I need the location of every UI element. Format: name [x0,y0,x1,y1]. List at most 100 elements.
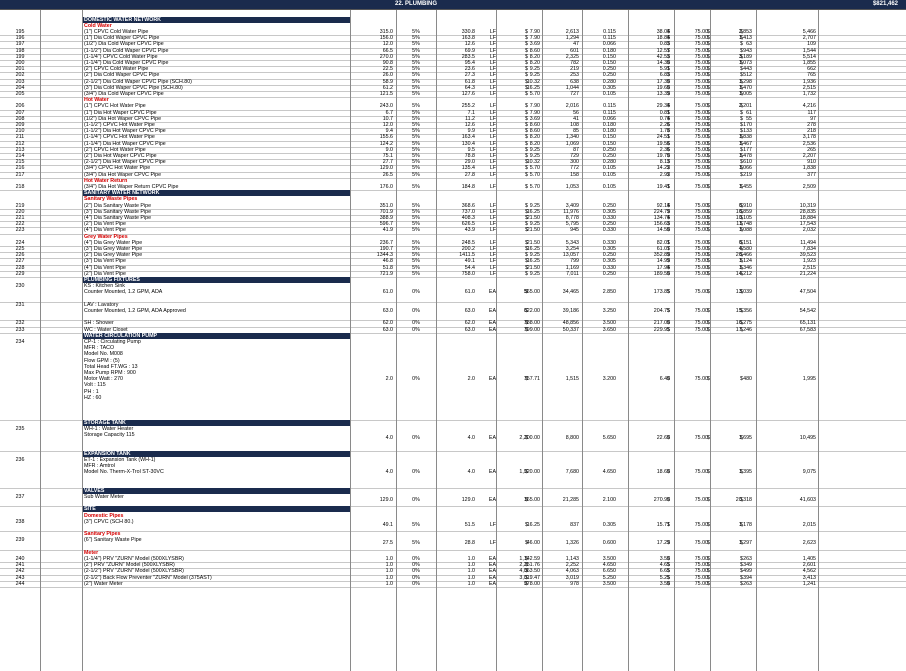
cell-unit: LF [489,258,496,265]
currency-symbol: $ [525,35,528,42]
cell-rate: 0.150 [602,59,616,66]
cell-total: 218 [807,128,816,135]
currency-symbol: $ [667,202,670,209]
currency-symbol: $ [525,562,528,569]
cell-unit: LF [489,84,496,91]
cell-qty: 26.5 [382,171,393,178]
row-divider [0,90,906,92]
currency-symbol: $ [740,35,743,42]
cell-hours: 19.41 [656,183,670,190]
row-divider [0,301,906,303]
cell-matl: 2,252 [565,562,579,569]
cell-waste: 0% [412,580,420,587]
cell-num: 230 [15,283,25,290]
cell-unit: LF [489,227,496,234]
cell-num: 222 [15,221,25,228]
currency-symbol: $ [707,59,710,66]
cell-hours: 15.71 [656,521,670,528]
cell-rate: 0.066 [602,41,616,48]
cell-total: 1,838 [802,165,816,172]
cell-waste: 0% [412,307,420,314]
currency-symbol: $ [525,496,528,503]
cell-lrate: 75.00 [694,320,708,327]
cell-hours: 2.92 [659,171,670,178]
row-divider [0,258,906,260]
cell-unit: LF [489,78,496,85]
currency-symbol: $ [525,469,528,476]
cell-total: 2,509 [802,183,816,190]
table-row: 237 Sub Water Meter 129.0 0% 129.0 EA 165.00 21… [0,494,906,506]
cell-qty: 12.0 [382,121,393,128]
currency-symbol: $ [707,221,710,228]
column-divider [710,10,711,671]
cell-matl: 1,143 [565,555,579,562]
cell-rate: 0.330 [602,227,616,234]
section-header: VALVES [82,487,350,494]
cell-price: 1,920.00 [519,469,540,476]
cell-price: 46.00 [526,540,540,547]
cell-total: 1,544 [802,47,816,54]
cell-qty: 4.0 [385,469,393,476]
cell-hours: 6.65 [659,568,670,575]
cell-waste: 5% [412,115,420,122]
cell-tqty: 1411.5 [459,252,475,259]
cell-labor: 1,005 [738,90,752,97]
currency-symbol: $ [525,227,528,234]
cell-rate: 0.250 [602,146,616,153]
cell-waste: 5% [412,28,420,35]
cell-lrate: 75.00 [694,171,708,178]
cell-rate: 0.280 [602,159,616,166]
currency-symbol: $ [667,376,670,383]
cell-rate: 2.100 [602,496,616,503]
cell-lrate: 75.00 [694,165,708,172]
row-divider [0,165,906,167]
cell-matl: 3,019 [565,574,579,581]
cell-num: 203 [15,78,25,85]
table-row: 235 WH-1 : Water Heater Storage Capacity … [0,426,906,451]
cell-unit: EA [488,568,496,575]
cell-unit: LF [489,165,496,172]
row-divider [0,134,906,136]
currency-symbol: $ [707,208,710,215]
cell-price: 165.00 [523,496,540,503]
row-divider [0,568,906,570]
cell-num: 212 [15,140,25,147]
cell-total: 4,216 [802,103,816,110]
cell-price: 5.70 [529,183,540,190]
currency-symbol: $ [525,540,528,547]
currency-symbol: $ [667,434,670,441]
cell-rate: 0.105 [602,183,616,190]
currency-symbol: $ [667,496,670,503]
cell-tqty: 28.8 [464,540,475,547]
cell-qty: 61.2 [382,84,393,91]
cell-desc: (1-1/4") CPVC Cold Water Pipe [84,53,158,60]
cell-unit: LF [489,152,496,159]
cell-waste: 0% [412,568,420,575]
cell-lrate: 75.00 [694,270,708,277]
currency-symbol: $ [740,66,743,73]
cell-labor: 10,105 [735,214,752,221]
currency-symbol: $ [667,252,670,259]
cell-total: 2,707 [802,35,816,42]
cell-lrate: 75.00 [694,28,708,35]
cell-total: 109 [807,41,816,48]
table-row: 225 (3") Dia Grey Water Pipe 190.7 5% 200.2 L… [0,246,906,252]
cell-total: 5,514 [802,53,816,60]
cell-desc: (3") Dia Sanitary Waste Pipe [84,208,152,215]
currency-symbol: $ [740,555,743,562]
currency-symbol: $ [525,320,528,327]
cell-total: 1,855 [802,59,816,66]
table-row: 208 (1/2") Dia Hot Waper CPVC Pipe 10.7 5% 1… [0,116,906,122]
cell-desc: (1-1/4") CPVC Hot Water Pipe [84,134,155,141]
cell-desc: (2") CPVC Cold Water Pipe [84,66,149,73]
cell-qty: 58.9 [382,78,393,85]
sheet-header-bar: 22. PLUMBING $821,462 [0,0,906,9]
cell-lrate: 75.00 [694,521,708,528]
table-row: 215 (2-1/2") Dia Hot Waper CPVC Pipe 27.7 5… [0,159,906,165]
cell-rate: 4.650 [602,469,616,476]
cell-lrate: 75.00 [694,47,708,54]
row-divider [0,59,906,61]
cell-labor: 63 [746,41,752,48]
row-divider [0,320,906,322]
cell-labor: 512 [743,72,752,79]
